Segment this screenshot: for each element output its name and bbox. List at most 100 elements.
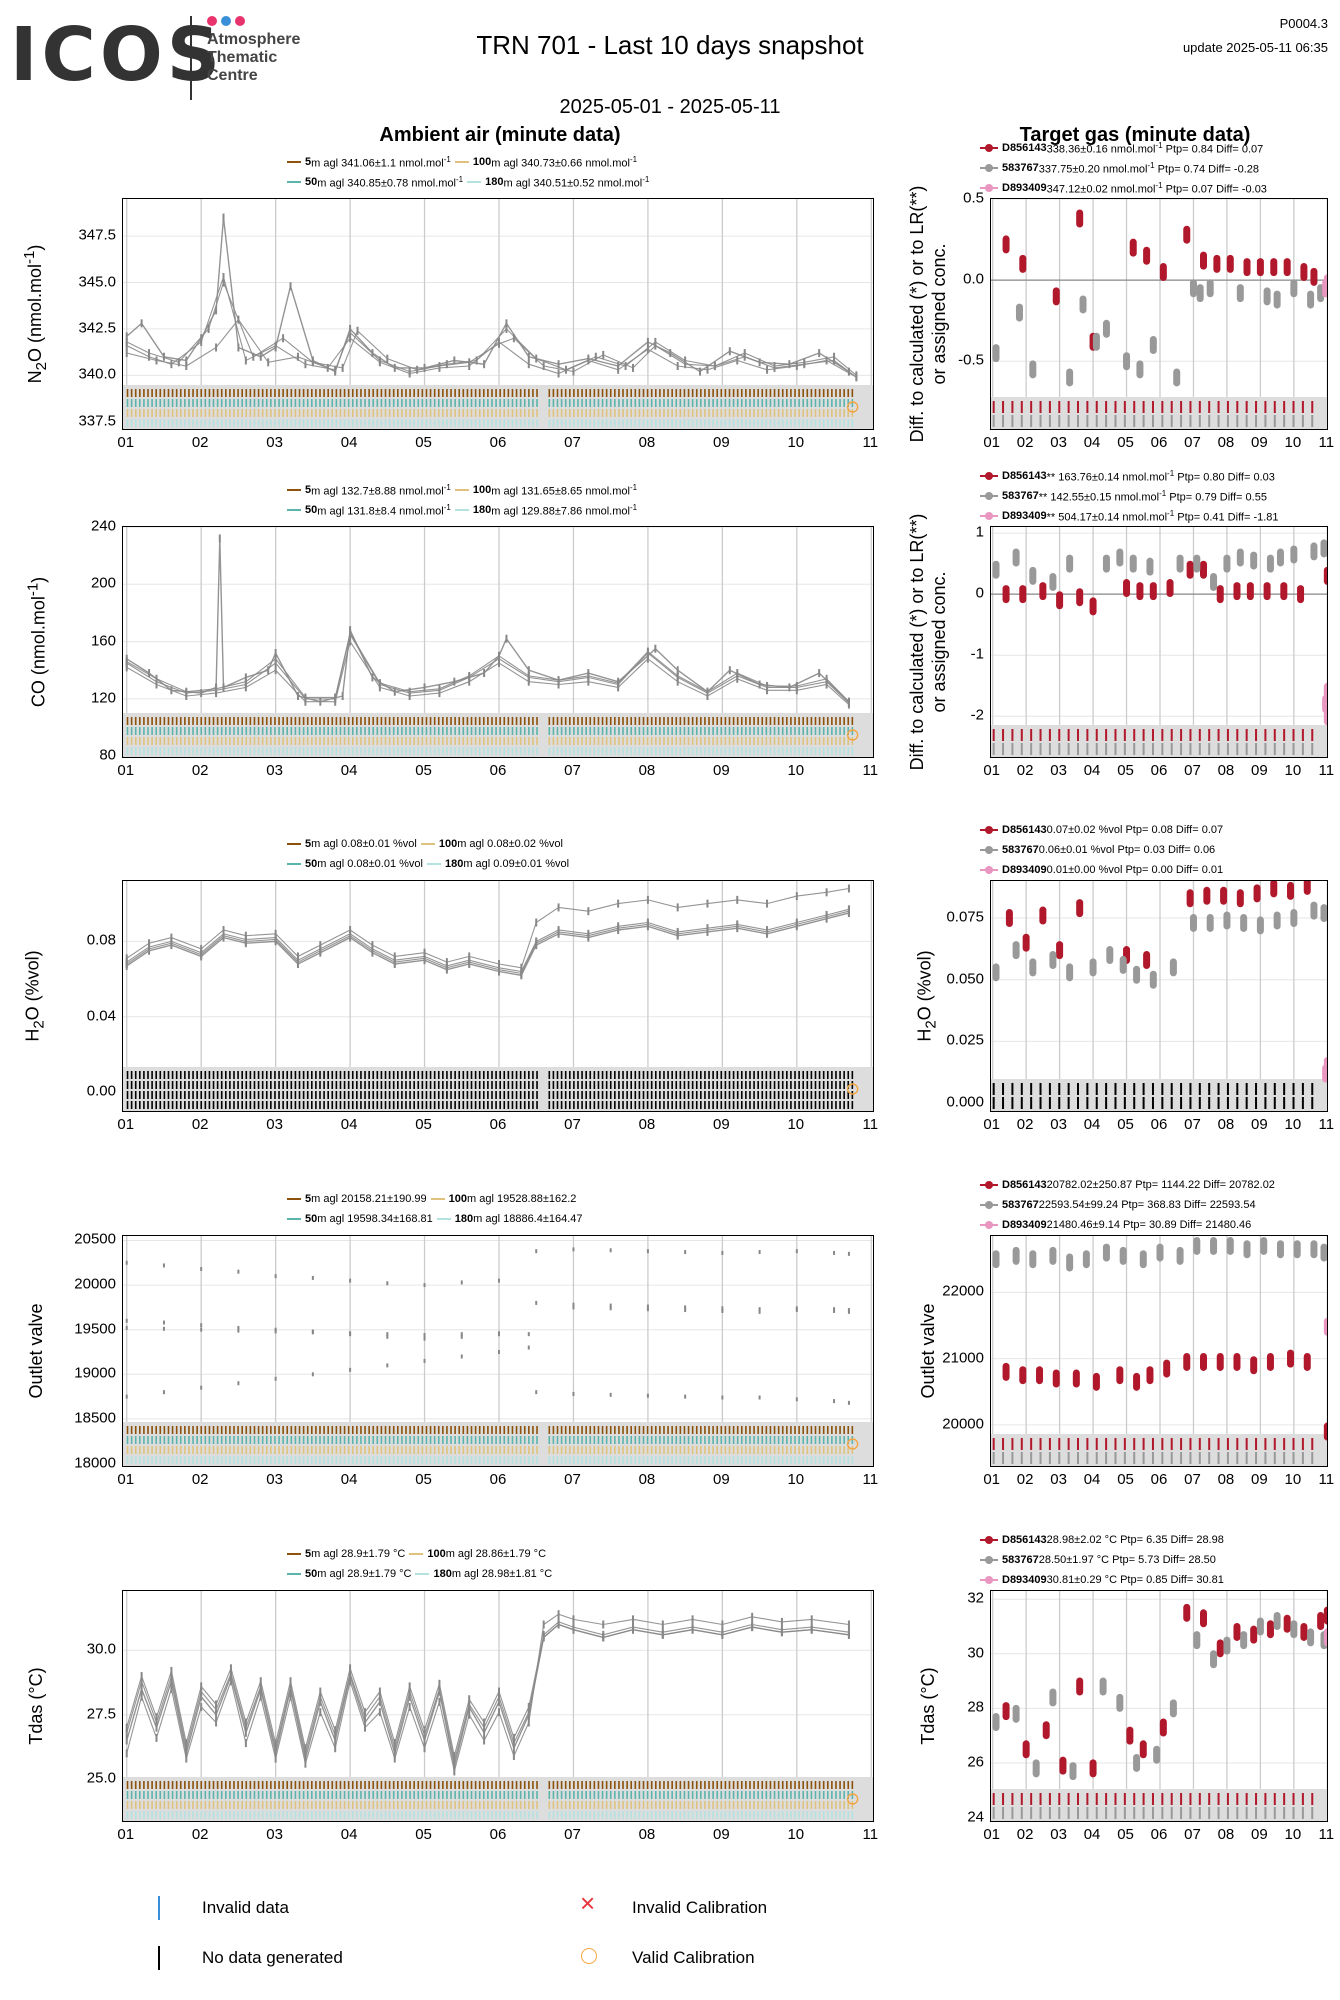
data-point-D856143 — [1200, 560, 1208, 579]
data-point-100 — [185, 687, 188, 696]
flag-tick — [605, 399, 608, 407]
flag-tick — [1002, 401, 1005, 413]
flag-tick — [573, 1436, 575, 1444]
flag-tick — [302, 737, 305, 745]
flag-tick — [786, 1801, 788, 1809]
flag-tick — [1151, 729, 1154, 741]
flag-tick — [1123, 1097, 1126, 1109]
flag-tick — [401, 1791, 403, 1799]
flag-tick — [413, 419, 415, 427]
flag-tick — [425, 419, 428, 427]
data-point-50 — [162, 1320, 165, 1325]
flag-tick — [139, 1456, 141, 1464]
flag-tick — [548, 399, 551, 407]
flag-band — [991, 1079, 1327, 1111]
flag-tick — [695, 1801, 698, 1809]
flag-tick — [237, 399, 239, 407]
flag-tick — [552, 1436, 555, 1444]
data-point-5 — [267, 666, 270, 675]
data-point-D856143 — [1283, 258, 1291, 277]
flag-tick — [274, 727, 276, 735]
flag-tick — [229, 1456, 231, 1464]
flag-tick — [728, 747, 731, 755]
data-point-50 — [498, 1687, 500, 1696]
flag-tick — [646, 1781, 649, 1789]
flag-tick — [691, 1801, 694, 1809]
flag-tick — [794, 1801, 796, 1809]
flag-tick — [208, 1811, 211, 1819]
flag-tick — [769, 1101, 772, 1109]
flag-tick — [233, 1426, 235, 1434]
flag-tick — [446, 1101, 448, 1109]
flag-tick — [167, 1436, 170, 1444]
flag-tick — [159, 409, 162, 417]
flag-tick — [200, 389, 203, 397]
flag-tick — [343, 419, 346, 427]
flag-tick — [446, 419, 448, 427]
flag-tick — [728, 1101, 731, 1109]
flag-tick — [360, 389, 362, 397]
target-n2o-legend-entry: D893409 347.12±0.02 nmol.mol-1 Ptp= 0.07… — [980, 178, 1267, 198]
flag-tick — [388, 1091, 391, 1099]
flag-tick — [220, 1791, 223, 1799]
flag-tick — [523, 1456, 526, 1464]
flag-tick — [1311, 1438, 1314, 1450]
flag-tick — [421, 1456, 424, 1464]
flag-tick — [474, 1436, 477, 1444]
flag-tick — [376, 1071, 379, 1079]
flag-tick — [368, 1801, 370, 1809]
flag-tick — [347, 1456, 350, 1464]
flag-tick — [257, 1426, 260, 1434]
flag-tick — [679, 409, 682, 417]
flag-tick — [294, 1426, 297, 1434]
flag-tick — [757, 1811, 759, 1819]
flag-tick — [478, 1101, 481, 1109]
flag-tick — [753, 1446, 755, 1454]
data-point-D856143 — [1143, 950, 1151, 969]
data-point-180 — [378, 1708, 381, 1717]
flag-tick — [290, 737, 293, 745]
flag-tick — [249, 1781, 252, 1789]
flag-tick — [171, 1456, 174, 1464]
flag-tick — [208, 1446, 211, 1454]
flag-tick — [163, 747, 166, 755]
flag-tick — [298, 399, 301, 407]
flag-tick — [528, 389, 530, 397]
flag-tick — [618, 737, 620, 745]
flag-tick — [278, 747, 280, 755]
flag-tick — [139, 1101, 141, 1109]
data-point-50 — [684, 1308, 687, 1313]
flag-tick — [126, 1456, 129, 1464]
flag-tick — [290, 747, 293, 755]
flag-tick — [847, 1071, 850, 1079]
data-point-100 — [252, 352, 255, 361]
flag-tick — [573, 1446, 575, 1454]
flag-tick — [732, 419, 735, 427]
flag-tick — [200, 409, 203, 417]
flag-tick — [450, 747, 452, 755]
flag-tick — [274, 717, 276, 725]
x-tick-label: 05 — [415, 762, 432, 779]
flag-tick — [139, 1811, 141, 1819]
flag-tick — [515, 1791, 518, 1799]
flag-tick — [638, 727, 641, 735]
flag-tick — [470, 1101, 473, 1109]
flag-tick — [241, 1801, 243, 1809]
legend-swatch — [415, 1573, 430, 1575]
x-tick-label: 11 — [862, 434, 879, 451]
flag-tick — [311, 1456, 313, 1464]
flag-tick — [548, 737, 551, 745]
flag-tick — [356, 1426, 358, 1434]
data-point-583767 — [1307, 290, 1315, 309]
flag-tick — [208, 389, 211, 397]
flag-tick — [446, 1446, 448, 1454]
flag-tick — [229, 1436, 231, 1444]
flag-tick — [507, 419, 510, 427]
flag-tick — [835, 1446, 837, 1454]
flag-tick — [1292, 729, 1295, 741]
flag-tick — [802, 1791, 805, 1799]
flag-tick — [609, 1781, 612, 1789]
flag-tick — [564, 389, 567, 397]
flag-tick — [663, 1811, 665, 1819]
flag-tick — [175, 1091, 178, 1099]
